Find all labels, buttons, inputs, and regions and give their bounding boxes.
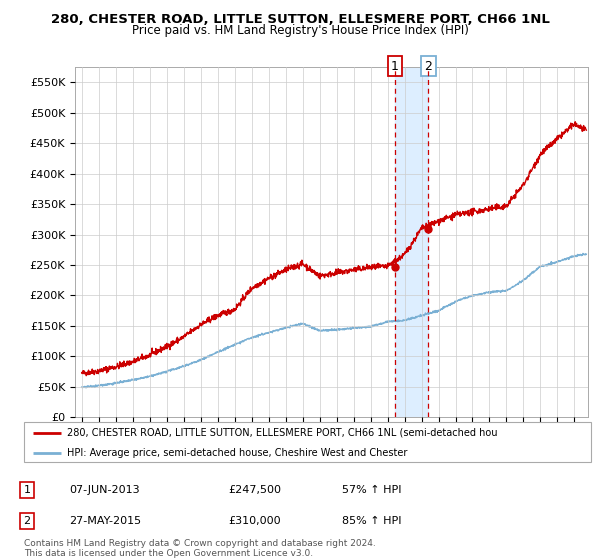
Text: 2: 2 (425, 59, 433, 73)
Text: 27-MAY-2015: 27-MAY-2015 (69, 516, 141, 526)
Text: 280, CHESTER ROAD, LITTLE SUTTON, ELLESMERE PORT, CH66 1NL: 280, CHESTER ROAD, LITTLE SUTTON, ELLESM… (50, 13, 550, 26)
Bar (395, 67, 428, 417)
Text: Price paid vs. HM Land Registry's House Price Index (HPI): Price paid vs. HM Land Registry's House … (131, 24, 469, 38)
Text: HPI: Average price, semi-detached house, Cheshire West and Chester: HPI: Average price, semi-detached house,… (67, 448, 407, 458)
Text: 280, CHESTER ROAD, LITTLE SUTTON, ELLESMERE PORT, CH66 1NL (semi-detached hou: 280, CHESTER ROAD, LITTLE SUTTON, ELLESM… (67, 428, 497, 438)
Text: Contains HM Land Registry data © Crown copyright and database right 2024.
This d: Contains HM Land Registry data © Crown c… (24, 539, 376, 558)
Text: 1: 1 (391, 59, 399, 73)
Text: 57% ↑ HPI: 57% ↑ HPI (342, 485, 401, 495)
Text: 2: 2 (23, 516, 31, 526)
Text: £247,500: £247,500 (228, 485, 281, 495)
Text: 07-JUN-2013: 07-JUN-2013 (69, 485, 140, 495)
Text: 85% ↑ HPI: 85% ↑ HPI (342, 516, 401, 526)
Text: 1: 1 (23, 485, 31, 495)
Text: £310,000: £310,000 (228, 516, 281, 526)
